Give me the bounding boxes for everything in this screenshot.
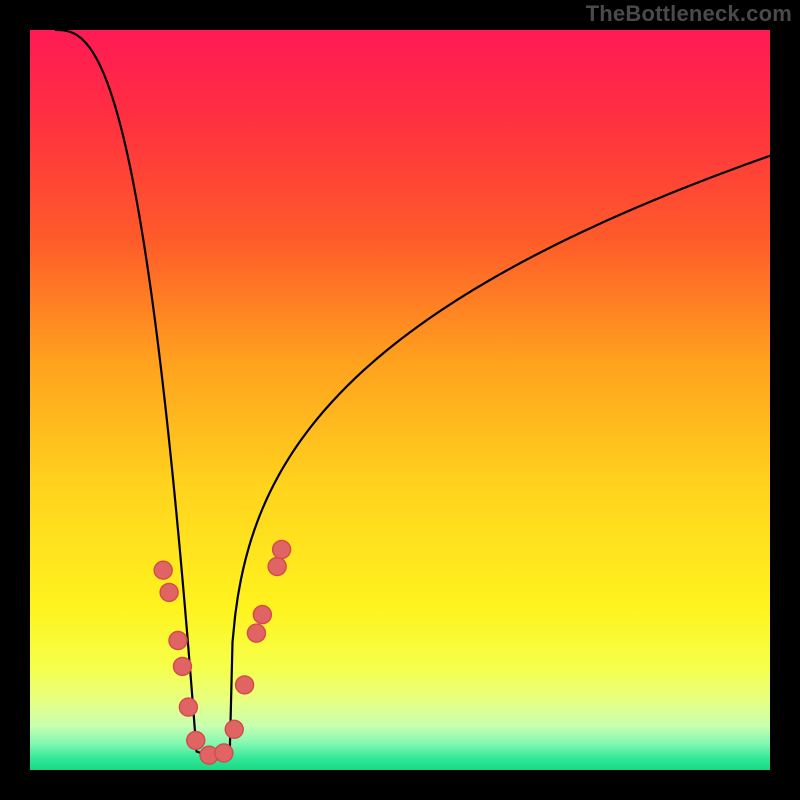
data-marker (187, 731, 205, 749)
plot-svg (30, 30, 770, 770)
data-marker (154, 561, 172, 579)
data-marker (160, 583, 178, 601)
data-marker (253, 606, 271, 624)
data-marker (268, 558, 286, 576)
data-marker (225, 720, 243, 738)
data-marker (169, 632, 187, 650)
chart-stage: TheBottleneck.com (0, 0, 800, 800)
plot-area (30, 30, 770, 770)
data-marker (179, 698, 197, 716)
data-marker (173, 657, 191, 675)
data-marker (215, 744, 233, 762)
watermark-text: TheBottleneck.com (586, 1, 792, 27)
data-marker (247, 624, 265, 642)
data-marker (273, 540, 291, 558)
data-marker (236, 676, 254, 694)
gradient-background (30, 30, 770, 770)
